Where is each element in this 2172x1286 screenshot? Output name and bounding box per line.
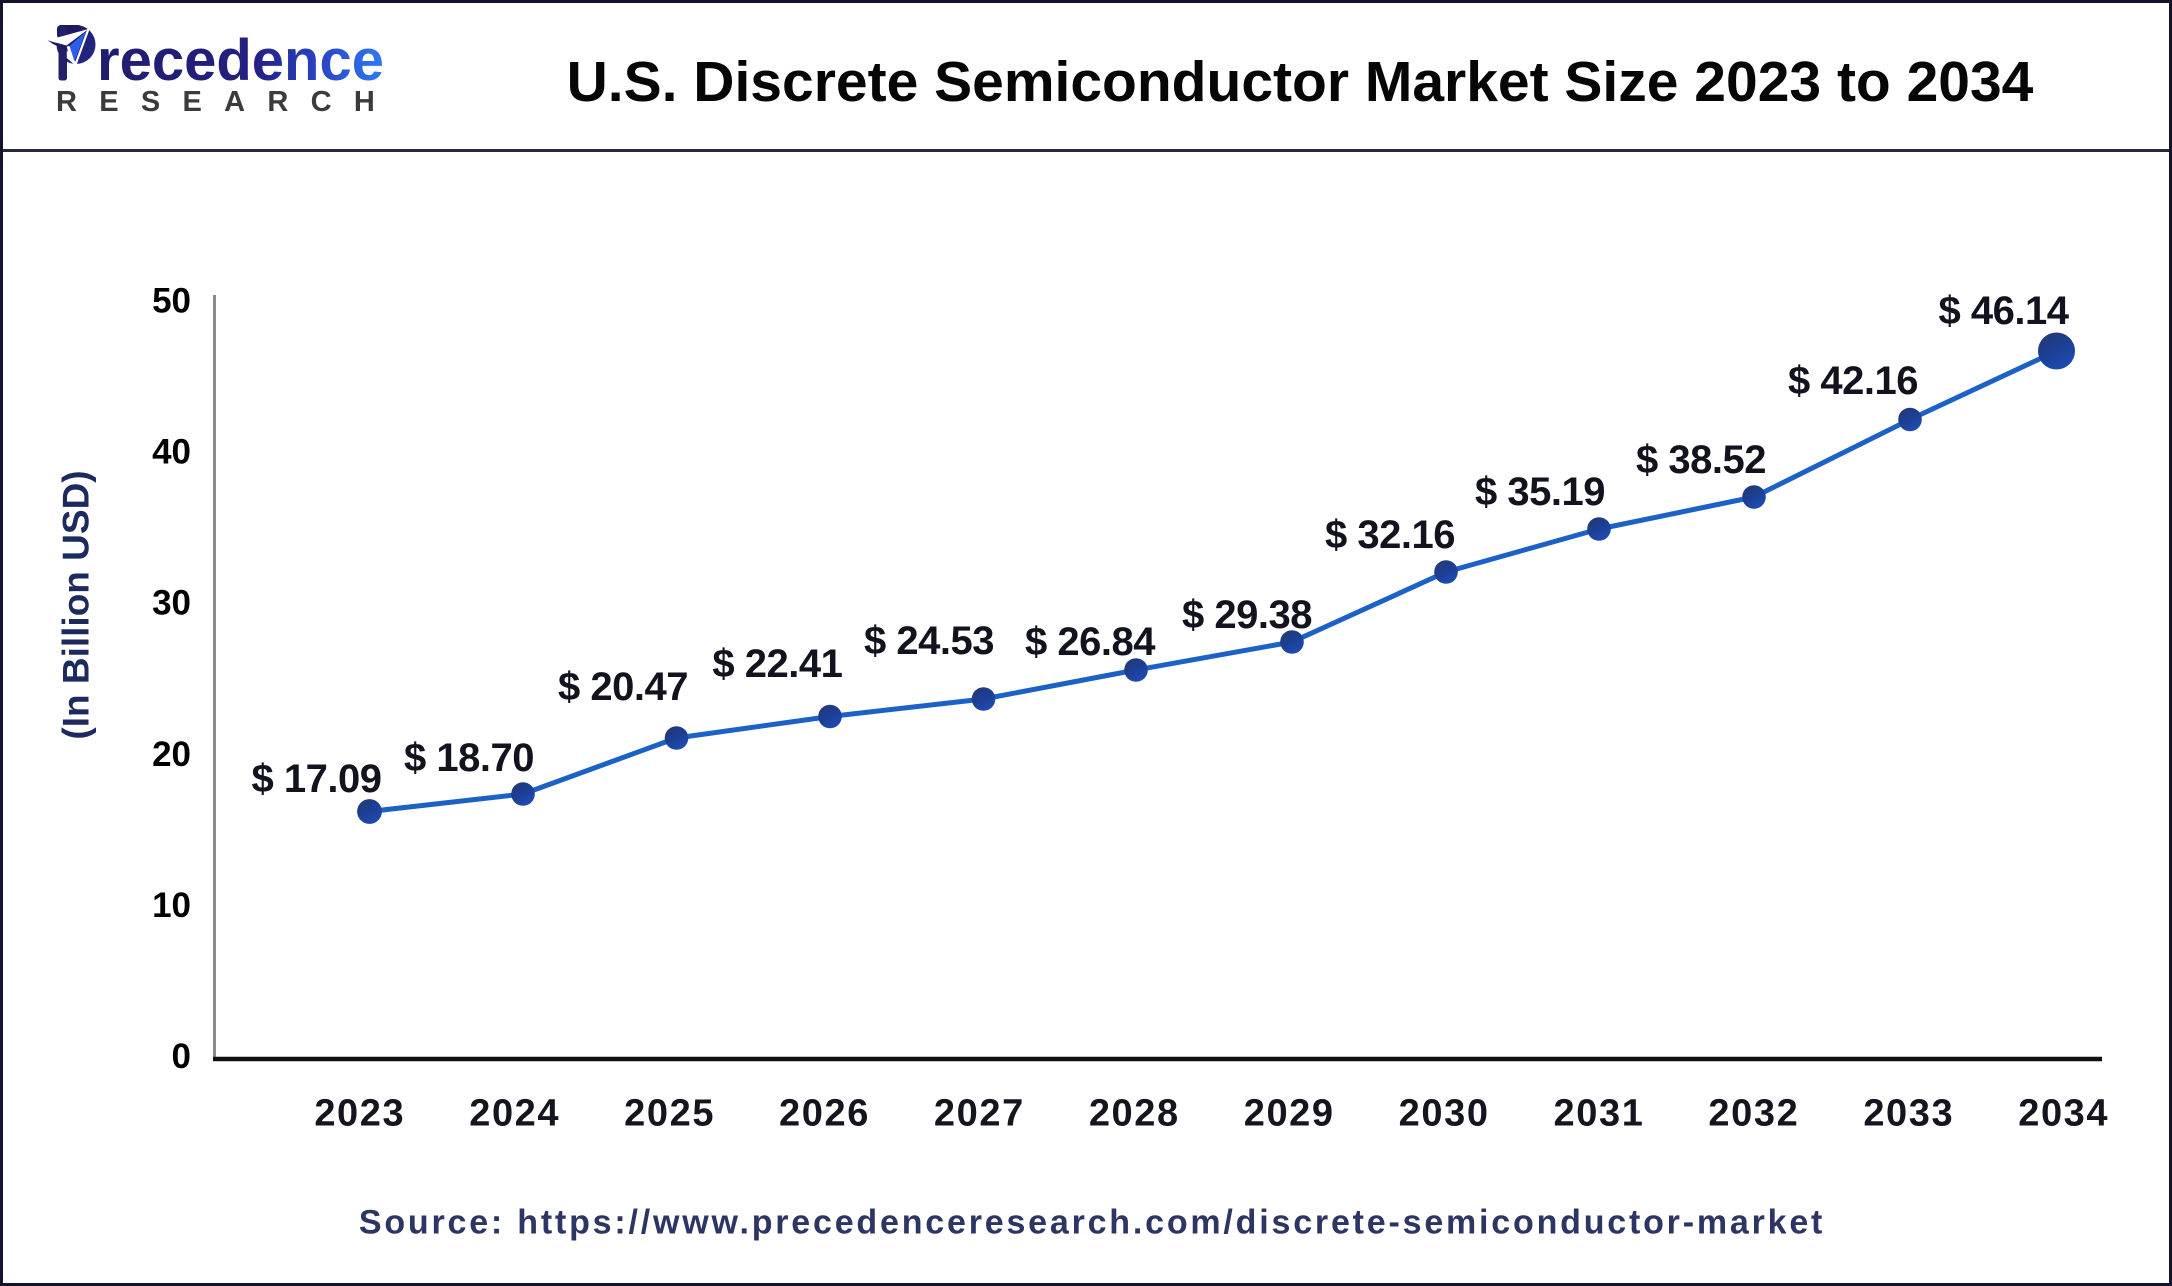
svg-text:$ 26.84: $ 26.84 — [1025, 620, 1156, 664]
svg-text:2023: 2023 — [314, 1093, 405, 1135]
svg-text:$ 35.19: $ 35.19 — [1475, 470, 1605, 514]
svg-text:(In Billion USD): (In Billion USD) — [56, 470, 97, 739]
svg-text:$ 20.47: $ 20.47 — [558, 665, 688, 709]
svg-text:$ 32.16: $ 32.16 — [1325, 513, 1455, 557]
svg-text:2032: 2032 — [1708, 1093, 1799, 1135]
svg-text:$ 42.16: $ 42.16 — [1788, 359, 1918, 403]
svg-text:$ 38.52: $ 38.52 — [1636, 438, 1766, 482]
svg-text:$ 22.41: $ 22.41 — [712, 642, 842, 686]
svg-text:2026: 2026 — [779, 1093, 870, 1135]
svg-text:2031: 2031 — [1554, 1093, 1645, 1135]
svg-text:2024: 2024 — [469, 1093, 560, 1135]
svg-text:2025: 2025 — [624, 1093, 715, 1135]
svg-text:30: 30 — [152, 584, 191, 623]
svg-text:2029: 2029 — [1244, 1093, 1335, 1135]
svg-text:2027: 2027 — [934, 1093, 1025, 1135]
svg-text:Source: https://www.precedence: Source: https://www.precedenceresearch.c… — [359, 1204, 1825, 1242]
svg-text:recedence: recedence — [97, 28, 384, 93]
svg-text:$ 18.70: $ 18.70 — [404, 736, 534, 780]
svg-text:50: 50 — [152, 282, 191, 321]
svg-text:20: 20 — [152, 735, 191, 774]
svg-text:0: 0 — [172, 1037, 191, 1076]
svg-text:U.S. Discrete Semiconductor Ma: U.S. Discrete Semiconductor Market Size … — [567, 50, 2034, 114]
svg-text:10: 10 — [152, 886, 191, 925]
svg-text:2028: 2028 — [1089, 1093, 1180, 1135]
svg-text:2034: 2034 — [2018, 1093, 2109, 1135]
svg-text:2030: 2030 — [1399, 1093, 1490, 1135]
svg-text:40: 40 — [152, 433, 191, 472]
svg-text:$ 29.38: $ 29.38 — [1182, 593, 1312, 637]
svg-text:$ 24.53: $ 24.53 — [864, 619, 994, 663]
svg-text:2033: 2033 — [1863, 1093, 1954, 1135]
svg-text:$ 46.14: $ 46.14 — [1939, 289, 2070, 333]
svg-text:$ 17.09: $ 17.09 — [252, 757, 382, 801]
svg-text:RESEARCH: RESEARCH — [56, 86, 397, 118]
